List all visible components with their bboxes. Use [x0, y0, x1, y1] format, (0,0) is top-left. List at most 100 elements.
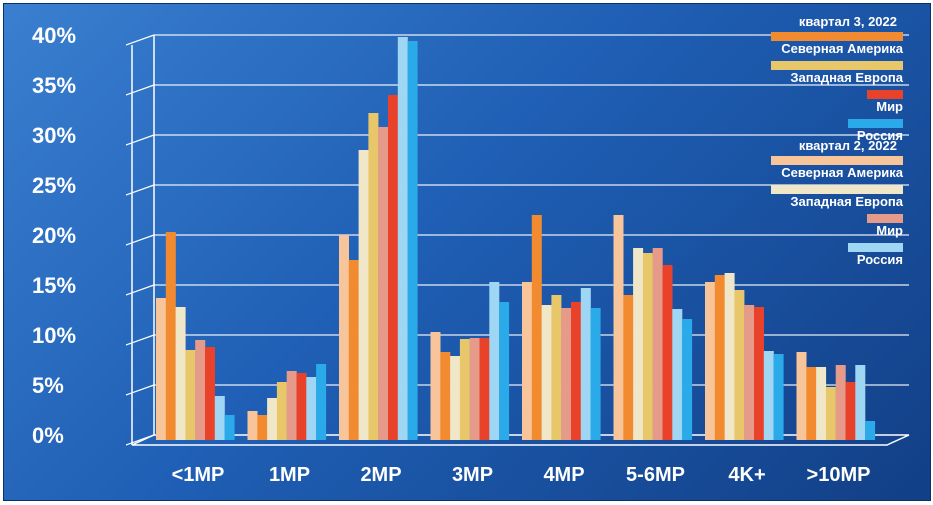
bar: [296, 373, 307, 440]
bar: [825, 387, 836, 440]
gridline-side: [125, 334, 155, 346]
bar: [571, 302, 581, 440]
bar: [348, 260, 359, 440]
bar: [734, 290, 745, 440]
legend-swatch: [771, 32, 903, 41]
bar: [763, 351, 774, 440]
legend-label: Россия: [857, 128, 903, 143]
bar: [430, 332, 441, 440]
legend-label: Мир: [876, 99, 903, 114]
y-tick-label: 30%: [32, 123, 76, 148]
bar: [855, 365, 866, 440]
bar: [672, 309, 683, 440]
legend-label: Северная Америка: [781, 165, 904, 180]
bar: [561, 308, 572, 440]
bar: [714, 275, 725, 440]
bar: [165, 232, 176, 440]
bar: [286, 371, 297, 440]
legend-label: Россия: [857, 252, 903, 267]
bar: [195, 340, 206, 440]
bar: [368, 113, 379, 440]
gridline-side: [125, 434, 155, 446]
y-axis-ticks: 0% 5% 10% 15% 20% 25% 30% 35% 40%: [32, 23, 76, 448]
bar: [682, 319, 693, 440]
bar-chart: 0% 5% 10% 15% 20% 25% 30% 35% 40% <1MP 1MP 2MP 3MP 4…: [32, 14, 910, 486]
bar: [835, 365, 846, 440]
bar: [744, 305, 755, 440]
bar: [773, 354, 784, 440]
bar: [339, 235, 349, 440]
x-tick-label: 4MP: [543, 464, 584, 486]
y-tick-label: 20%: [32, 223, 76, 248]
bar: [623, 295, 634, 440]
x-tick-label: 1MP: [269, 464, 310, 486]
y-tick-label: 40%: [32, 23, 76, 48]
bars: [156, 37, 876, 440]
y-tick-label: 15%: [32, 273, 76, 298]
bar: [633, 248, 644, 440]
bar: [499, 302, 510, 440]
x-axis-ticks: <1MP 1MP 2MP 3MP 4MP 5-6MP 4K+ >10MP: [172, 464, 871, 486]
bar: [469, 338, 480, 440]
bar: [267, 398, 278, 440]
chart-grid: [125, 34, 910, 446]
bar: [580, 288, 591, 440]
gridline-side: [125, 34, 155, 46]
bar: [247, 411, 258, 440]
bar: [224, 415, 235, 440]
bar: [489, 282, 500, 440]
bar: [185, 350, 196, 440]
bar: [865, 421, 876, 440]
gridline-side: [125, 184, 155, 196]
x-tick-label: <1MP: [172, 464, 225, 486]
gridline-side: [125, 134, 155, 146]
bar: [175, 307, 186, 440]
bar: [662, 265, 673, 440]
gridline-side: [125, 284, 155, 296]
bar: [724, 273, 735, 440]
bar: [459, 339, 470, 440]
legend-label: Северная Америка: [781, 41, 904, 56]
bar: [214, 396, 225, 440]
legend: квартал 3, 2022 Северная Америка Западная …: [771, 14, 904, 267]
bar: [613, 215, 624, 440]
legend-swatch: [867, 214, 903, 223]
legend-swatch: [771, 156, 903, 165]
legend-swatch: [848, 243, 903, 252]
bar: [257, 415, 268, 440]
legend-group-title: квартал 3, 2022: [799, 14, 897, 29]
bar: [156, 298, 166, 440]
bar: [705, 282, 715, 440]
bar: [479, 338, 490, 440]
y-tick-label: 25%: [32, 173, 76, 198]
bar: [642, 253, 653, 440]
x-tick-label: 5-6MP: [626, 464, 685, 486]
legend-swatch: [867, 90, 903, 99]
bar: [845, 382, 856, 440]
bar: [531, 215, 542, 440]
legend-group-title: квартал 2, 2022: [799, 138, 897, 153]
bar: [397, 37, 408, 440]
legend-label: Западная Европа: [790, 70, 903, 85]
bar: [590, 308, 601, 440]
legend-swatch: [771, 61, 903, 70]
bar: [522, 282, 532, 440]
legend-label: Западная Европа: [790, 194, 903, 209]
bar: [358, 150, 369, 440]
bar: [806, 367, 817, 440]
bar: [378, 127, 389, 440]
bar: [796, 352, 807, 440]
legend-swatch: [848, 119, 903, 128]
x-tick-label: >10MP: [807, 464, 871, 486]
bar: [551, 295, 562, 440]
bar: [388, 95, 398, 440]
x-tick-label: 4K+: [728, 464, 765, 486]
legend-swatch: [771, 185, 903, 194]
bar: [306, 377, 317, 440]
x-tick-label: 2MP: [360, 464, 401, 486]
y-tick-label: 5%: [32, 373, 64, 398]
bar: [316, 364, 327, 440]
bar: [407, 41, 418, 440]
bar: [205, 347, 215, 440]
y-tick-label: 10%: [32, 323, 76, 348]
